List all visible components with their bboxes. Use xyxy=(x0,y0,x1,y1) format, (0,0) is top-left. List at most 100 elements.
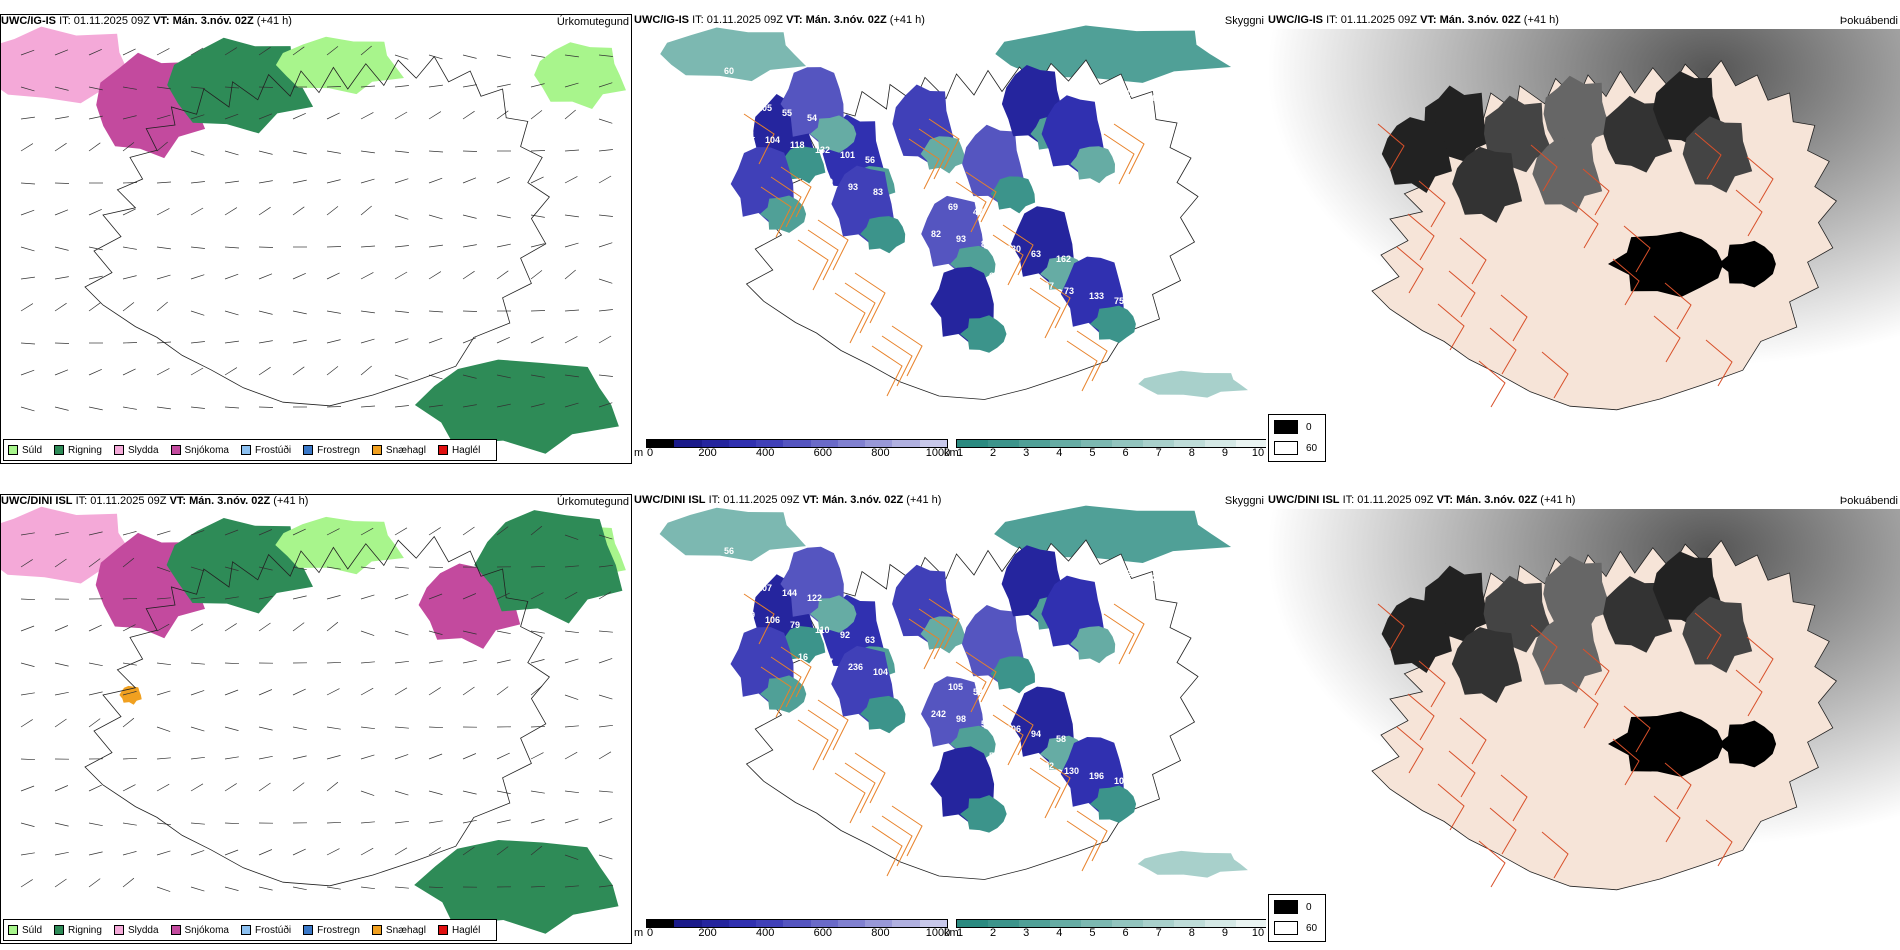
road xyxy=(1653,795,1681,843)
dense-fog-area xyxy=(1608,231,1724,298)
fog-area xyxy=(1452,146,1523,223)
wind-barb xyxy=(20,625,35,632)
colorbar-unit: km xyxy=(944,447,959,459)
legend-item: Slydda xyxy=(113,925,159,936)
vt-value: Mán. 3.nóv. 02Z xyxy=(805,14,887,26)
wind-barb xyxy=(564,309,580,312)
road xyxy=(1489,807,1517,855)
it-label: IT: xyxy=(59,15,71,27)
panel-title: Skyggni xyxy=(1224,15,1264,27)
ceiling-value-label: 108 xyxy=(1122,88,1137,98)
cloud-map: 5612272525863144631059410410792821061962… xyxy=(659,505,1248,880)
wind-barb xyxy=(88,784,102,792)
wind-barb xyxy=(598,818,613,824)
low-visibility-area xyxy=(1090,305,1136,343)
model-name: UWC/DINI ISL xyxy=(634,494,706,506)
wind-barb xyxy=(54,182,70,184)
legend-label: Haglél xyxy=(451,924,481,936)
fog-area xyxy=(1682,116,1753,193)
wind-barb xyxy=(258,782,271,792)
road xyxy=(1489,327,1517,375)
wind-barb xyxy=(190,690,205,696)
colorbar-unit: m xyxy=(634,447,644,459)
colorbar-ticks: 0 200 400 600 800 1000 xyxy=(646,927,950,939)
wind-barb xyxy=(88,208,102,216)
wind-barb xyxy=(54,116,69,120)
wind-barb xyxy=(224,783,237,792)
road xyxy=(1705,339,1733,387)
wind-barb xyxy=(360,821,375,824)
wind-barb xyxy=(530,885,546,888)
road xyxy=(797,239,829,291)
road xyxy=(1541,831,1569,879)
wind-barb xyxy=(598,658,613,664)
road xyxy=(1478,840,1506,888)
colorbar-tick: 9 xyxy=(1221,927,1228,939)
ceiling-value-label: 80 xyxy=(981,239,991,249)
colorbar-tick: 5 xyxy=(1089,447,1096,459)
lead-time: (+41 h) xyxy=(1540,494,1576,506)
ceiling-value-label: 93 xyxy=(956,234,966,244)
colorbar-segment xyxy=(701,920,729,927)
it-value: 01.11.2025 09Z xyxy=(723,494,800,506)
wind-barb xyxy=(190,662,205,665)
wind-barb xyxy=(530,659,545,664)
wind-barb xyxy=(564,242,579,248)
lead-time: (+41 h) xyxy=(889,14,925,26)
vt-label: VT: xyxy=(153,15,170,27)
wind-barb xyxy=(54,878,67,888)
wind-barb xyxy=(190,150,205,156)
road xyxy=(807,709,839,761)
road xyxy=(918,128,950,180)
wind-barb xyxy=(122,597,138,600)
legend-item: Snæhagl xyxy=(371,925,426,936)
wind-barb xyxy=(258,849,273,856)
wind-barb xyxy=(326,848,340,856)
visibility-colorbar: km 1 2 3 4 5 6 7 8 9 10 xyxy=(944,919,1266,943)
wind-barb xyxy=(564,214,579,218)
wind-barb xyxy=(326,86,342,88)
wind-barb xyxy=(564,109,576,120)
wind-barb xyxy=(326,595,341,600)
it-value: 01.11.2025 09Z xyxy=(1340,14,1417,26)
road xyxy=(1612,738,1640,786)
road xyxy=(918,608,950,660)
wind-barb xyxy=(20,342,36,345)
wind-barb xyxy=(122,275,137,280)
wind-barb xyxy=(224,689,239,696)
panel-title: Skyggni xyxy=(1224,495,1264,507)
legend-swatch xyxy=(54,925,65,935)
legend-swatch xyxy=(8,925,18,935)
wind-barb xyxy=(54,406,69,411)
wind-barb xyxy=(190,623,204,632)
road xyxy=(1582,168,1610,216)
wind-barb xyxy=(156,623,170,632)
road xyxy=(891,805,923,857)
wind-barb xyxy=(190,86,205,89)
wind-barb xyxy=(156,208,170,216)
wind-barb xyxy=(496,243,511,248)
wind-barb xyxy=(156,86,171,90)
fog-legend-label: 60 xyxy=(1306,922,1318,934)
legend-item: Snjókoma xyxy=(170,445,229,456)
wind-barb xyxy=(496,659,511,664)
wind-barb xyxy=(224,113,239,120)
wind-barb xyxy=(564,54,579,58)
cloud-visibility-panel: 60 54 172 47 162 89 55 56 69 63 75 105 101 89 230 133 15… xyxy=(634,14,1266,464)
wind-barb xyxy=(394,150,409,153)
it-label: IT: xyxy=(708,494,721,506)
ceiling-value-label: 196 xyxy=(1089,771,1104,781)
legend-swatch xyxy=(170,925,181,935)
ceiling-value-label: 83 xyxy=(873,187,883,197)
road xyxy=(1039,277,1071,329)
wind-barb xyxy=(156,530,171,536)
wind-barb xyxy=(530,565,546,568)
wind-barb xyxy=(20,246,35,252)
road xyxy=(992,234,1024,286)
wind-barb xyxy=(598,335,612,344)
wind-barb xyxy=(394,630,409,636)
wind-barb xyxy=(428,337,443,344)
road xyxy=(1437,303,1465,351)
ceiling-value-label: 58 xyxy=(1056,734,1066,744)
ceiling-value-label: 72 xyxy=(890,640,900,650)
